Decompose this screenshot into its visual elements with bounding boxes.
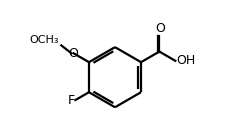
- Text: OH: OH: [175, 54, 195, 67]
- Text: F: F: [67, 94, 74, 107]
- Text: O: O: [68, 47, 78, 60]
- Text: OCH₃: OCH₃: [30, 35, 59, 45]
- Text: O: O: [154, 22, 164, 35]
